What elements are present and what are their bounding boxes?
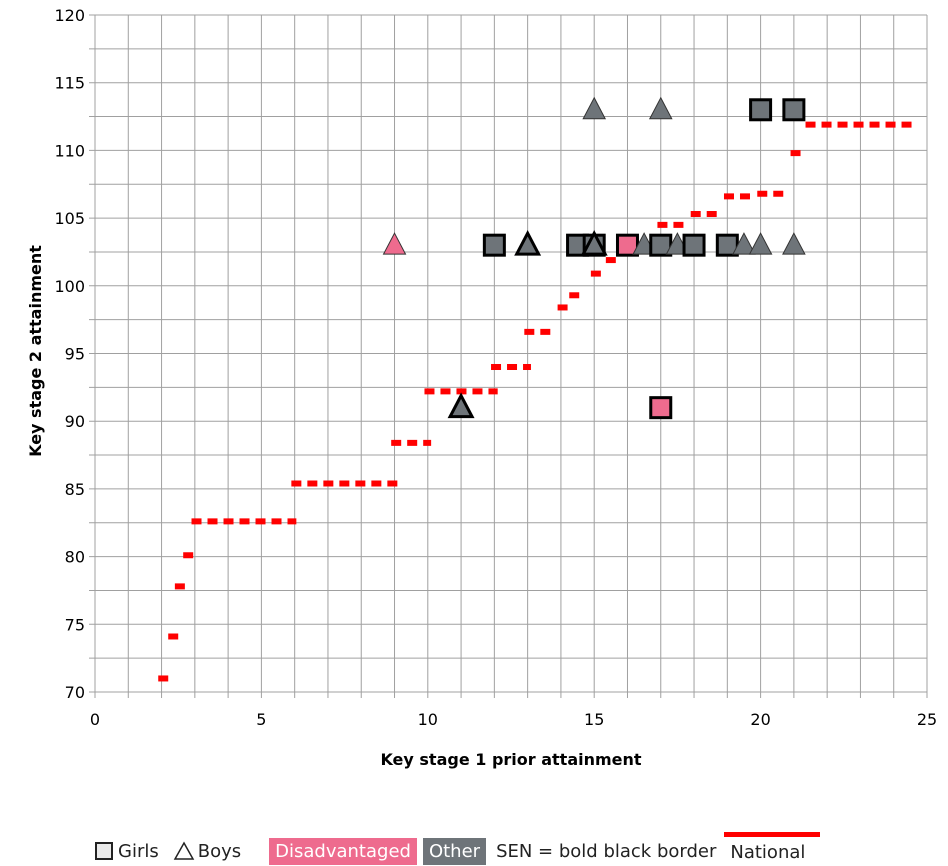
x-tick-label: 10 [418, 710, 438, 729]
x-tick-label: 0 [90, 710, 100, 729]
legend-boys: Boys [173, 841, 241, 862]
y-tick-label: 115 [54, 74, 85, 93]
legend-other: Other [422, 837, 487, 865]
legend-national-label: National [730, 841, 806, 863]
legend-girls-label: Girls [118, 840, 159, 862]
boy-point [732, 232, 756, 255]
girl-point [649, 396, 673, 420]
y-tick-label: 70 [65, 683, 85, 702]
triangle-icon [173, 841, 195, 860]
boy-point [648, 96, 673, 120]
girl-point [682, 233, 706, 257]
girl-point [482, 233, 506, 257]
boy-point [447, 392, 475, 419]
x-tick-label: 5 [256, 710, 266, 729]
boy-point [382, 232, 407, 255]
y-tick-label: 100 [54, 277, 85, 296]
boy-point [514, 229, 542, 256]
boy-point [782, 232, 806, 255]
legend-national: National [724, 831, 821, 863]
y-tick-label: 120 [54, 6, 85, 25]
tick-labels: 0 5 10 15 20 25 70 75 80 85 90 95 100 105 110 115 120 [54, 6, 937, 729]
boy-point [580, 229, 608, 256]
y-tick-label: 105 [54, 209, 85, 228]
y-axis-title: Key stage 2 attainment [26, 245, 45, 457]
national-line [158, 121, 918, 682]
y-tick-label: 95 [65, 345, 85, 364]
boy-point [748, 232, 773, 255]
girl-point [749, 98, 773, 122]
girl-point [782, 98, 806, 122]
legend: Girls Boys Disadvantaged Other SEN = bol… [95, 831, 821, 866]
legend-disadvantaged: Disadvantaged [269, 837, 417, 865]
x-tick-label: 15 [584, 710, 604, 729]
y-tick-label: 85 [65, 480, 85, 499]
chart-area: 0 5 10 15 20 25 70 75 80 85 90 95 100 105 110 115 120 Ke… [26, 6, 937, 769]
y-tick-label: 110 [54, 141, 85, 160]
y-tick-label: 75 [65, 615, 85, 634]
pupil-points [382, 96, 806, 420]
square-icon [95, 842, 113, 860]
legend-boys-label: Boys [197, 840, 242, 862]
legend-sen: SEN = bold black border [496, 840, 717, 862]
national-line-swatch [724, 831, 821, 837]
y-tick-label: 80 [65, 548, 85, 567]
gridlines [89, 14, 928, 698]
legend-girls: Girls [95, 841, 159, 862]
x-tick-label: 25 [917, 710, 937, 729]
x-axis-title: Key stage 1 prior attainment [380, 750, 641, 769]
y-tick-label: 90 [65, 412, 85, 431]
x-tick-label: 20 [750, 710, 770, 729]
boy-point [582, 96, 607, 120]
